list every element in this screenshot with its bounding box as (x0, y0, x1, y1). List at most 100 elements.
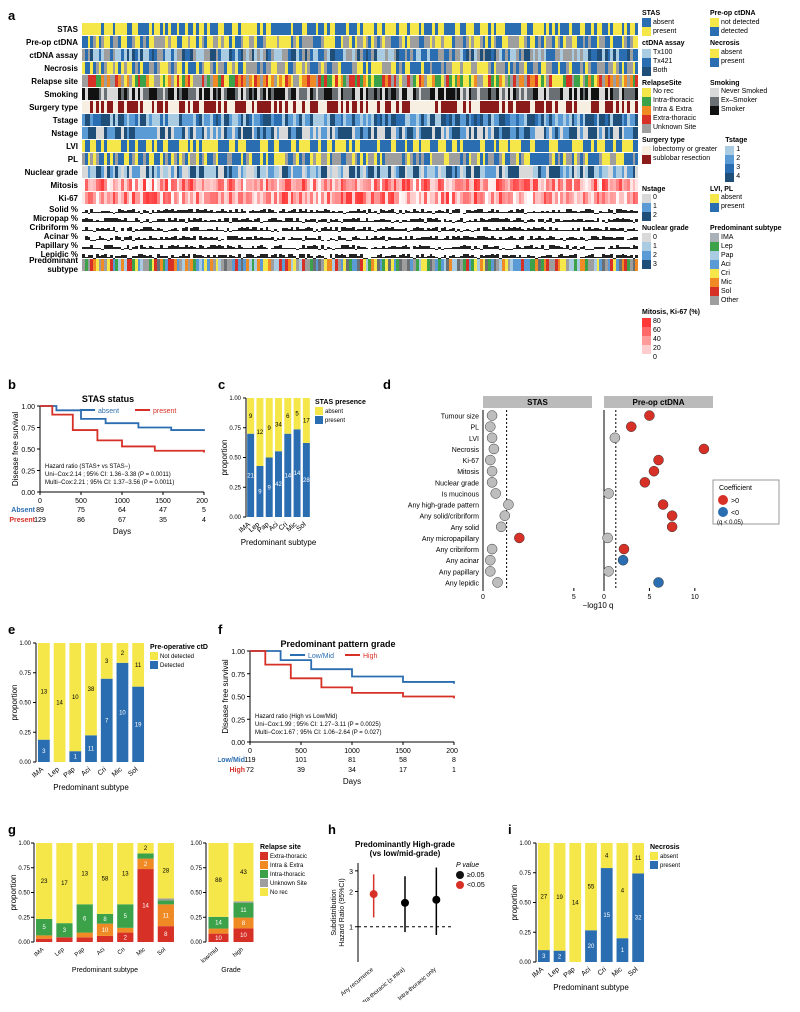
svg-text:1.00: 1.00 (190, 841, 202, 847)
svg-text:43: 43 (240, 870, 247, 876)
svg-text:10: 10 (102, 928, 109, 934)
svg-text:39: 39 (297, 767, 305, 774)
svg-text:10: 10 (119, 710, 126, 716)
svg-text:Ki-67: Ki-67 (463, 458, 479, 465)
svg-text:0.75: 0.75 (229, 425, 241, 431)
svg-text:28: 28 (303, 478, 310, 484)
svg-text:Necrosis: Necrosis (452, 447, 480, 454)
heatmap-row: Ki-67 (8, 192, 638, 204)
svg-text:0: 0 (602, 594, 606, 601)
svg-text:present: present (660, 863, 680, 869)
svg-text:Lep: Lep (547, 966, 561, 979)
svg-text:27: 27 (541, 894, 548, 900)
svg-text:Is mucinous: Is mucinous (442, 491, 480, 498)
svg-text:0.50: 0.50 (18, 890, 30, 896)
svg-text:64: 64 (118, 507, 126, 514)
svg-text:1: 1 (452, 767, 456, 774)
svg-text:89: 89 (36, 507, 44, 514)
svg-text:Any high-grade pattern: Any high-grade pattern (408, 502, 479, 509)
km-plot-grade: Predominant pattern gradeLow/MidHigh0.00… (218, 637, 458, 812)
svg-text:67: 67 (118, 517, 126, 524)
svg-text:10: 10 (240, 933, 247, 939)
svg-text:14: 14 (294, 471, 301, 477)
svg-text:28: 28 (163, 868, 170, 874)
svg-text:0.75: 0.75 (19, 670, 31, 676)
panel-b-label: b (8, 377, 208, 392)
svg-text:14: 14 (284, 473, 291, 479)
svg-text:absent: absent (325, 409, 343, 415)
svg-text:Mic: Mic (611, 966, 624, 979)
svg-text:≥0.05: ≥0.05 (467, 872, 485, 879)
svg-text:Sol: Sol (627, 966, 640, 978)
svg-text:0.50: 0.50 (229, 455, 241, 461)
svg-text:Any acinar: Any acinar (446, 558, 480, 565)
svg-text:23: 23 (41, 879, 48, 885)
heatmap-row: Mitosis (8, 179, 638, 191)
svg-text:0.25: 0.25 (231, 717, 245, 724)
heatmap: STASPre-op ctDNActDNA assayNecrosisRelap… (8, 23, 638, 271)
svg-text:0: 0 (38, 498, 42, 505)
svg-text:Pap: Pap (563, 966, 577, 979)
svg-text:(vs low/mid-grade): (vs low/mid-grade) (370, 849, 441, 858)
heatmap-row: Predominant subtype (8, 259, 638, 271)
svg-text:14: 14 (142, 903, 149, 909)
svg-text:Sol: Sol (295, 521, 308, 533)
svg-text:5: 5 (647, 594, 651, 601)
heatmap-row: LVI (8, 140, 638, 152)
svg-text:P value: P value (456, 862, 479, 869)
svg-text:Multi−Cox:1.67 ; 95% CI: 1.06−: Multi−Cox:1.67 ; 95% CI: 1.06−2.64 (P = … (255, 730, 381, 736)
svg-text:0.00: 0.00 (190, 940, 202, 946)
svg-text:Predominant subtype: Predominant subtype (553, 983, 629, 992)
heatmap-row: Micropap % (8, 214, 638, 222)
svg-text:32: 32 (635, 915, 642, 921)
heatmap-row: Tstage (8, 114, 638, 126)
svg-text:absent: absent (98, 408, 119, 415)
svg-text:Subdistribution: Subdistribution (331, 889, 338, 935)
svg-text:Relapse site: Relapse site (260, 844, 301, 851)
svg-text:STAS status: STAS status (82, 394, 134, 404)
svg-text:0.00: 0.00 (519, 960, 531, 966)
svg-text:Any cribriform: Any cribriform (436, 547, 479, 554)
svg-text:Predominant subtype: Predominant subtype (72, 967, 138, 974)
svg-text:2000: 2000 (196, 498, 208, 505)
svg-text:<0.05: <0.05 (467, 882, 485, 889)
heatmap-row: Solid % (8, 205, 638, 213)
panel-g: g 0.000.250.500.751.00proportion523IMA31… (8, 822, 318, 1004)
panel-c-label: c (218, 377, 373, 392)
svg-text:38: 38 (88, 687, 95, 693)
svg-text:STAS: STAS (527, 398, 548, 407)
svg-text:Necrosis: Necrosis (650, 844, 680, 851)
svg-text:proportion: proportion (220, 439, 229, 475)
svg-text:Lep: Lep (54, 946, 66, 957)
heatmap-row: Cribriform % (8, 223, 638, 231)
svg-text:8: 8 (452, 757, 456, 764)
svg-text:Disease free survival: Disease free survival (11, 411, 20, 485)
svg-text:0.25: 0.25 (18, 915, 30, 921)
svg-text:1000: 1000 (344, 748, 360, 755)
svg-text:Intra & Extra: Intra & Extra (270, 863, 304, 869)
svg-text:Aci: Aci (96, 947, 106, 957)
svg-text:Aci: Aci (580, 966, 592, 978)
svg-text:0.50: 0.50 (19, 700, 31, 706)
svg-text:0: 0 (481, 594, 485, 601)
svg-text:Tumour size: Tumour size (441, 413, 479, 420)
panel-a-label: a (8, 8, 638, 23)
svg-text:LVI: LVI (469, 436, 479, 443)
svg-text:13: 13 (41, 689, 48, 695)
svg-text:0.00: 0.00 (229, 515, 241, 521)
svg-text:0.25: 0.25 (21, 468, 35, 475)
svg-text:17: 17 (61, 881, 68, 887)
svg-text:119: 119 (244, 757, 255, 764)
svg-text:58: 58 (102, 876, 109, 882)
svg-text:Days: Days (113, 527, 131, 536)
svg-text:1500: 1500 (155, 498, 171, 505)
svg-text:0.50: 0.50 (21, 447, 35, 454)
svg-text:0.75: 0.75 (519, 870, 531, 876)
svg-text:>0: >0 (731, 498, 739, 505)
svg-text:Multi−Cox:2.21 ; 95% CI: 1.37−: Multi−Cox:2.21 ; 95% CI: 1.37−3.56 (P = … (45, 480, 174, 486)
svg-text:1500: 1500 (395, 748, 411, 755)
svg-text:1.00: 1.00 (21, 404, 35, 411)
panel-h-label: h (328, 822, 498, 837)
svg-text:Uni−Cox:2.14 ; 95% CI: 1.36−3.: Uni−Cox:2.14 ; 95% CI: 1.36−3.38 (P = 0.… (45, 472, 171, 478)
svg-text:Grade: Grade (221, 967, 241, 974)
